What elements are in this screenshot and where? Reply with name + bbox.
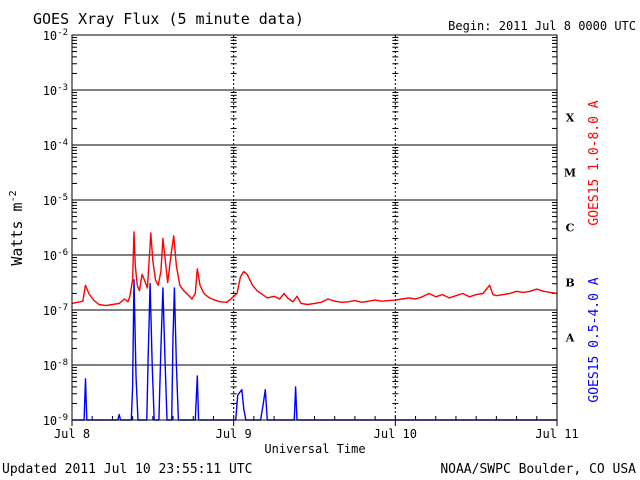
updated-timestamp: Updated 2011 Jul 10 23:55:11 UTC bbox=[2, 462, 252, 477]
y-tick-labels: 10-2 10-3 10-4 10-5 10-6 10-7 10-8 10-9 bbox=[43, 28, 68, 428]
begin-label: Begin: 2011 Jul 8 0000 UTC bbox=[448, 19, 636, 33]
y-tick-label-5: 10-7 bbox=[43, 303, 68, 318]
series-line-1 bbox=[72, 279, 557, 421]
y-tick-label-3: 10-5 bbox=[43, 193, 68, 208]
grid-lines bbox=[71, 34, 558, 426]
x-axis-label: Universal Time bbox=[264, 442, 365, 456]
flare-class-M: M bbox=[564, 167, 576, 180]
x-tick-label-0: Jul 8 bbox=[54, 427, 90, 441]
y-axis-label: Watts m-2 bbox=[8, 190, 26, 265]
x-tick-label-1: Jul 9 bbox=[216, 427, 252, 441]
series-label-short: GOES15 0.5-4.0 A bbox=[587, 277, 602, 402]
flare-class-B: B bbox=[565, 277, 574, 290]
y-tick-label-0: 10-2 bbox=[43, 28, 68, 43]
plot-frame bbox=[71, 34, 558, 421]
flare-class-X: X bbox=[566, 112, 575, 125]
chart-title: GOES Xray Flux (5 minute data) bbox=[33, 10, 304, 28]
series-label-long: GOES15 1.0-8.0 A bbox=[587, 100, 602, 225]
series-line-0 bbox=[71, 231, 558, 307]
data-series bbox=[71, 231, 558, 421]
flare-class-C: C bbox=[566, 222, 575, 235]
y-tick-label-1: 10-3 bbox=[43, 83, 68, 98]
x-tick-label-2: Jul 10 bbox=[374, 427, 417, 441]
minor-ticks bbox=[71, 37, 558, 421]
y-tick-label-6: 10-8 bbox=[43, 358, 68, 373]
credit-label: NOAA/SWPC Boulder, CO USA bbox=[440, 462, 636, 477]
y-tick-label-7: 10-9 bbox=[43, 413, 68, 428]
y-tick-label-2: 10-4 bbox=[43, 138, 68, 153]
flare-class-A: A bbox=[565, 332, 575, 345]
x-tick-label-3: Jul 11 bbox=[535, 427, 578, 441]
y-tick-label-4: 10-6 bbox=[43, 248, 68, 263]
x-tick-labels: Jul 8 Jul 9 Jul 10 Jul 11 bbox=[54, 427, 579, 441]
flare-class-labels: X M C B A bbox=[564, 112, 576, 345]
